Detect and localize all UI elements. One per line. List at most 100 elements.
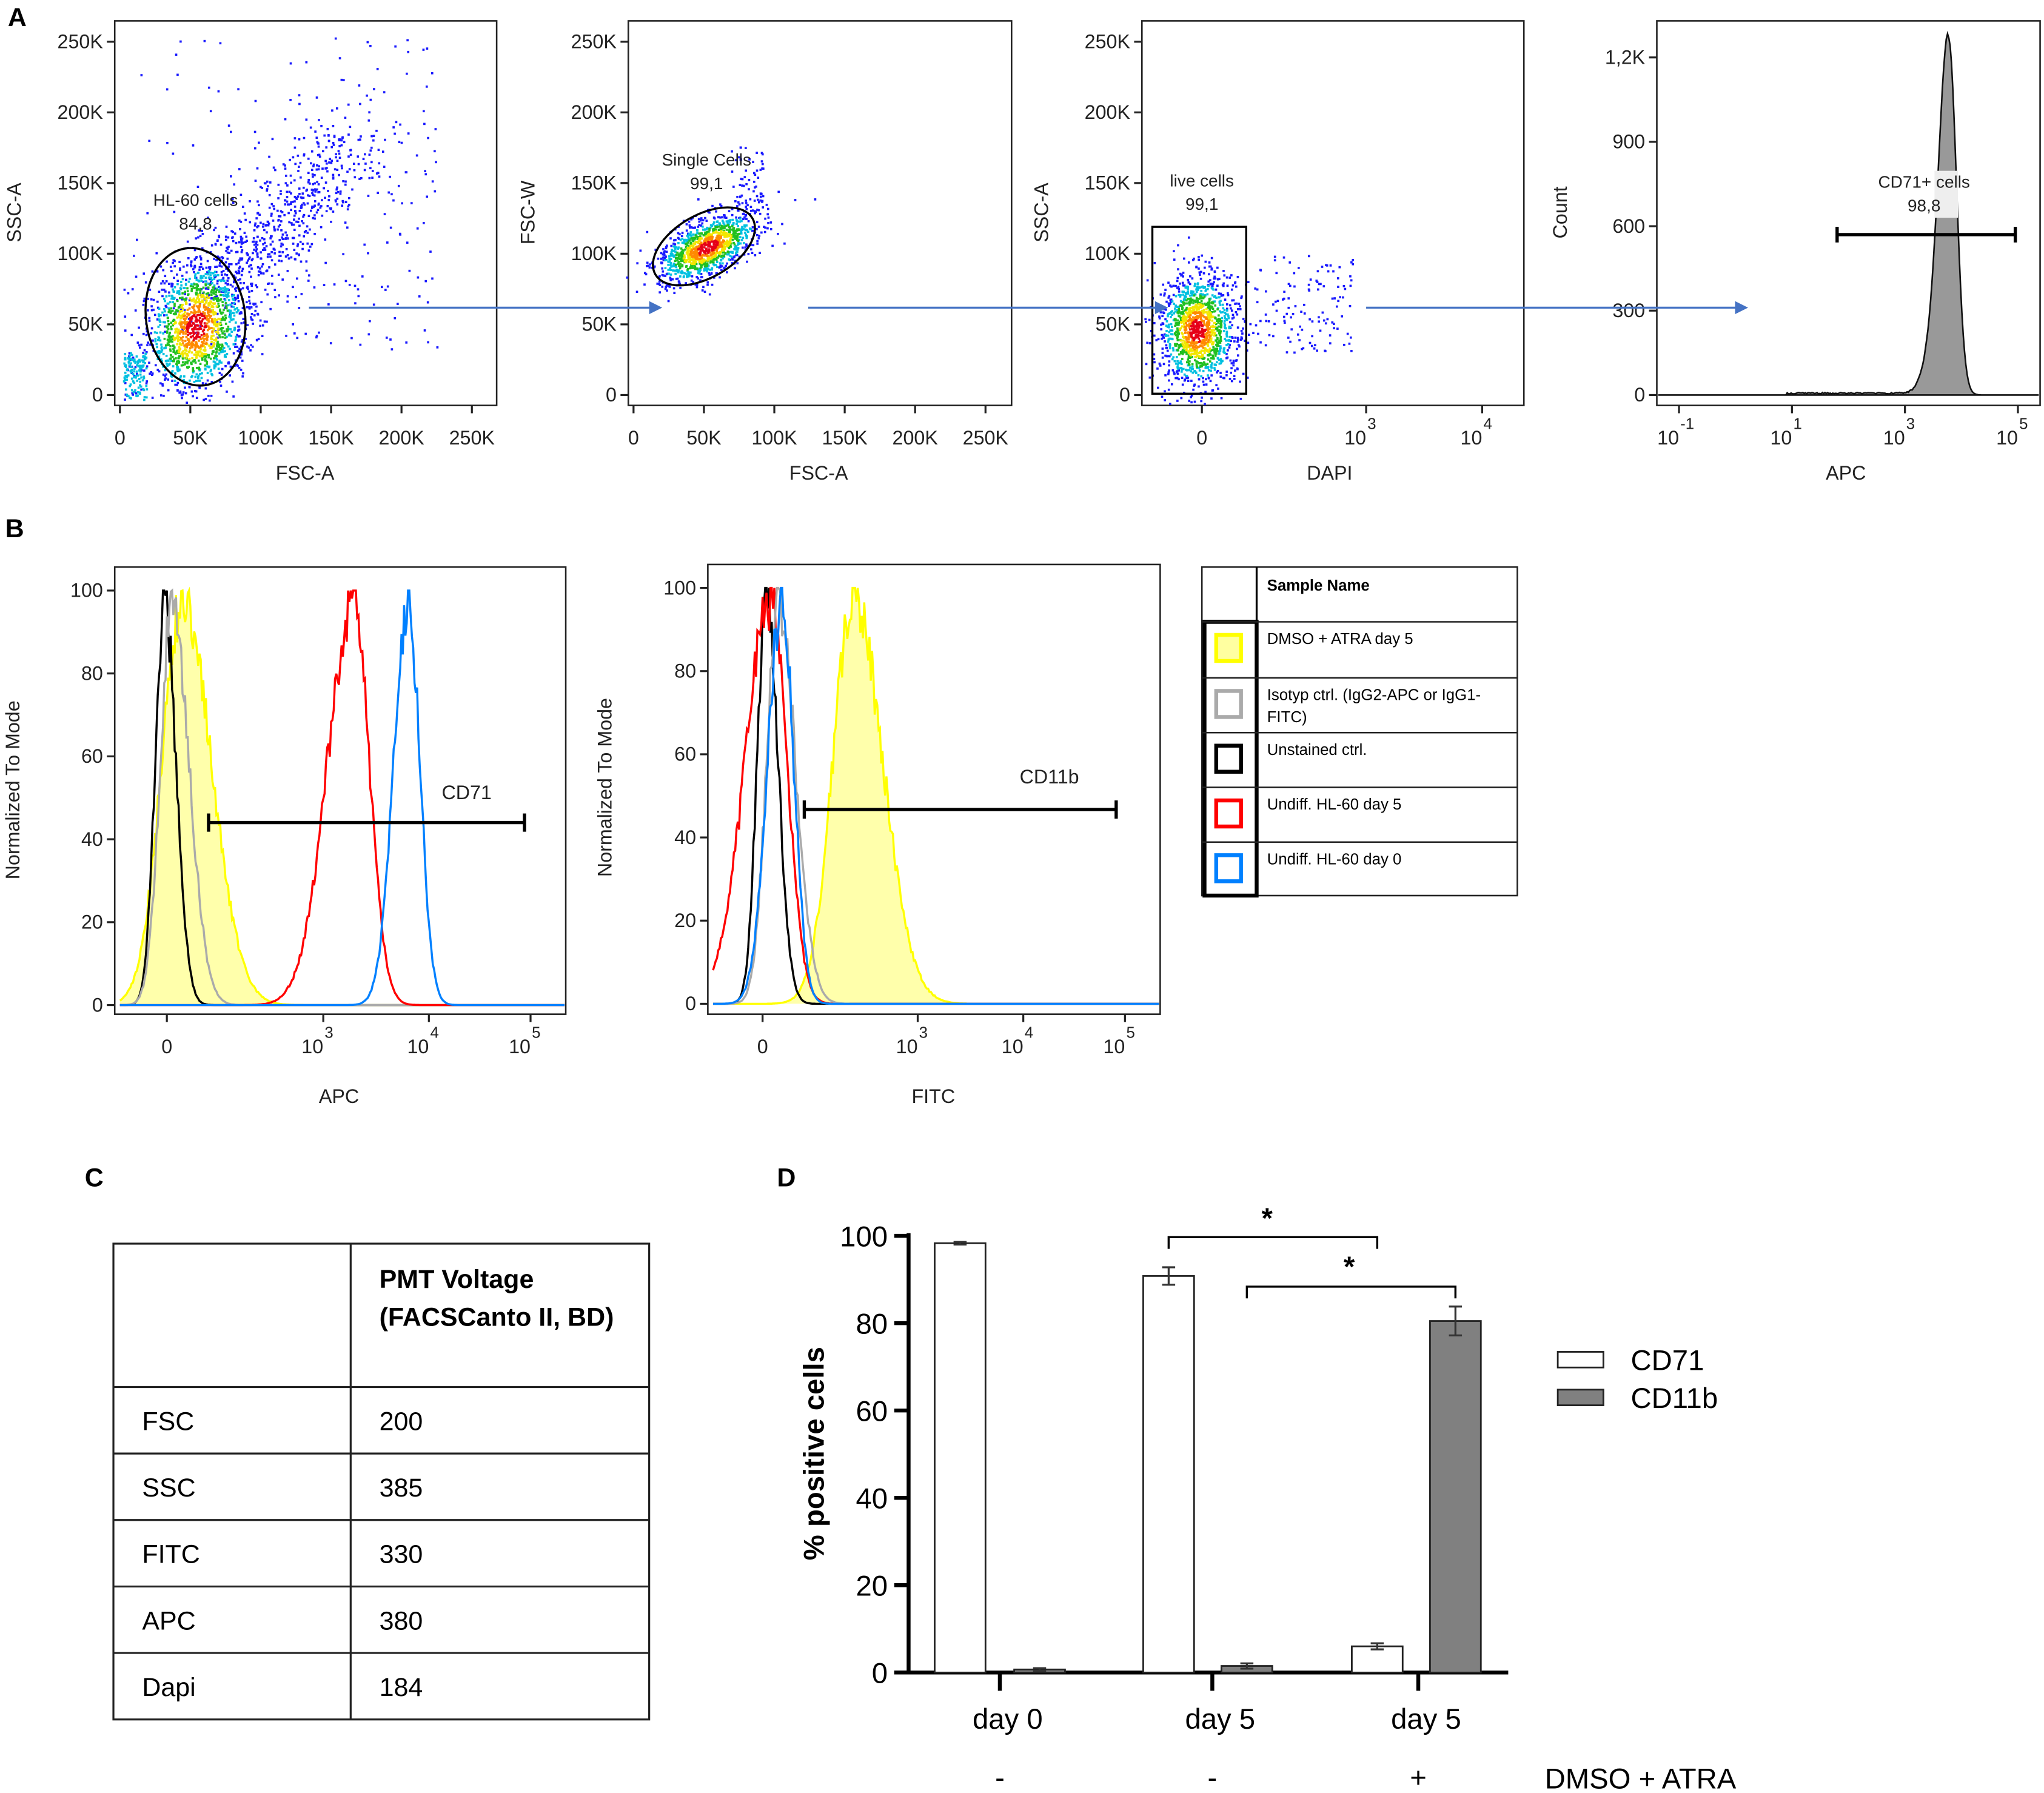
scatter-point — [123, 376, 126, 379]
scatter-point — [247, 258, 250, 260]
scatter-point — [199, 347, 202, 350]
scatter-point — [189, 335, 192, 338]
scatter-point — [124, 353, 127, 355]
scatter-point — [384, 289, 387, 291]
scatter-point — [160, 346, 163, 349]
scatter-point — [251, 258, 254, 260]
scatter-point — [722, 233, 725, 236]
scatter-point — [236, 307, 238, 309]
scatter-point — [714, 244, 717, 247]
scatter-point — [209, 110, 212, 113]
scatter-point — [188, 313, 191, 315]
scatter-point — [248, 270, 251, 273]
scatter-point — [1167, 371, 1170, 374]
scatter-point — [694, 266, 697, 269]
scatter-point — [205, 356, 208, 359]
scatter-point — [711, 268, 713, 271]
scatter-point — [1194, 293, 1197, 296]
scatter-point — [203, 306, 206, 309]
scatter-point — [224, 323, 227, 325]
scatter-point — [224, 354, 226, 357]
scatter-point — [260, 265, 263, 268]
scatter-point — [695, 241, 698, 244]
scatter-point — [663, 252, 666, 255]
scatter-point — [721, 227, 724, 230]
scatter-point — [1188, 369, 1191, 372]
scatter-point — [1161, 315, 1164, 318]
scatter-point — [722, 239, 725, 242]
scatter-point — [1293, 285, 1296, 288]
scatter-point — [1292, 313, 1295, 315]
scatter-point — [761, 153, 764, 156]
scatter-point — [1201, 397, 1203, 399]
scatter-point — [1206, 303, 1208, 306]
scatter-point — [201, 230, 203, 232]
scatter-point — [335, 200, 337, 203]
scatter-point — [669, 237, 672, 240]
scatter-point — [697, 248, 700, 251]
scatter-point — [1233, 378, 1236, 380]
scatter-point — [680, 235, 683, 238]
scatter-point — [757, 201, 760, 204]
scatter-point — [685, 229, 688, 232]
scatter-point — [697, 198, 700, 201]
scatter-point — [1342, 284, 1345, 287]
scatter-point — [258, 141, 260, 144]
scatter-point — [713, 217, 716, 220]
scatter-point — [129, 397, 131, 399]
scatter-point — [340, 78, 343, 81]
scatter-point — [745, 224, 748, 227]
scatter-point — [1181, 281, 1184, 284]
scatter-point — [1180, 274, 1182, 277]
scatter-point — [1222, 294, 1225, 297]
scatter-point — [192, 395, 194, 398]
x-tick-label: 50K — [173, 427, 208, 449]
scatter-point — [1318, 283, 1321, 286]
scatter-point — [1161, 395, 1164, 398]
scatter-point — [730, 234, 733, 237]
scatter-point — [700, 273, 703, 275]
scatter-point — [172, 335, 174, 338]
scatter-point — [1213, 351, 1216, 354]
scatter-point — [172, 344, 175, 347]
scatter-point — [124, 374, 127, 377]
scatter-point — [138, 366, 141, 369]
scatter-point — [179, 267, 181, 270]
scatter-point — [200, 296, 203, 299]
scatter-point — [324, 167, 327, 170]
scatter-point — [223, 309, 225, 311]
scatter-point — [240, 353, 243, 356]
scatter-point — [181, 336, 184, 338]
scatter-point — [260, 186, 262, 189]
scatter-point — [313, 217, 316, 220]
scatter-point — [176, 334, 179, 337]
scatter-point — [347, 205, 350, 208]
scatter-point — [126, 394, 129, 396]
scatter-point — [1213, 310, 1216, 313]
scatter-point — [175, 327, 178, 330]
scatter-point — [1231, 299, 1233, 302]
scatter-point — [1350, 350, 1353, 352]
scatter-point — [294, 163, 297, 166]
scatter-point — [167, 310, 170, 313]
scatter-point — [261, 249, 264, 252]
scatter-point — [350, 337, 353, 340]
scatter-point — [262, 223, 265, 226]
scatter-point — [205, 354, 207, 357]
scatter-point — [1176, 370, 1179, 372]
scatter-point — [161, 280, 164, 283]
scatter-point — [175, 309, 178, 312]
scatter-point — [297, 170, 300, 172]
scatter-point — [189, 277, 191, 280]
scatter-point — [712, 255, 715, 258]
scatter-point — [671, 249, 674, 252]
scatter-point — [218, 261, 221, 264]
scatter-point — [220, 361, 223, 364]
scatter-point — [334, 37, 337, 40]
scatter-point — [255, 338, 258, 341]
scatter-point — [244, 241, 247, 243]
scatter-point — [240, 240, 243, 243]
scatter-point — [1219, 292, 1222, 295]
scatter-point — [679, 287, 682, 289]
scatter-point — [138, 344, 141, 347]
